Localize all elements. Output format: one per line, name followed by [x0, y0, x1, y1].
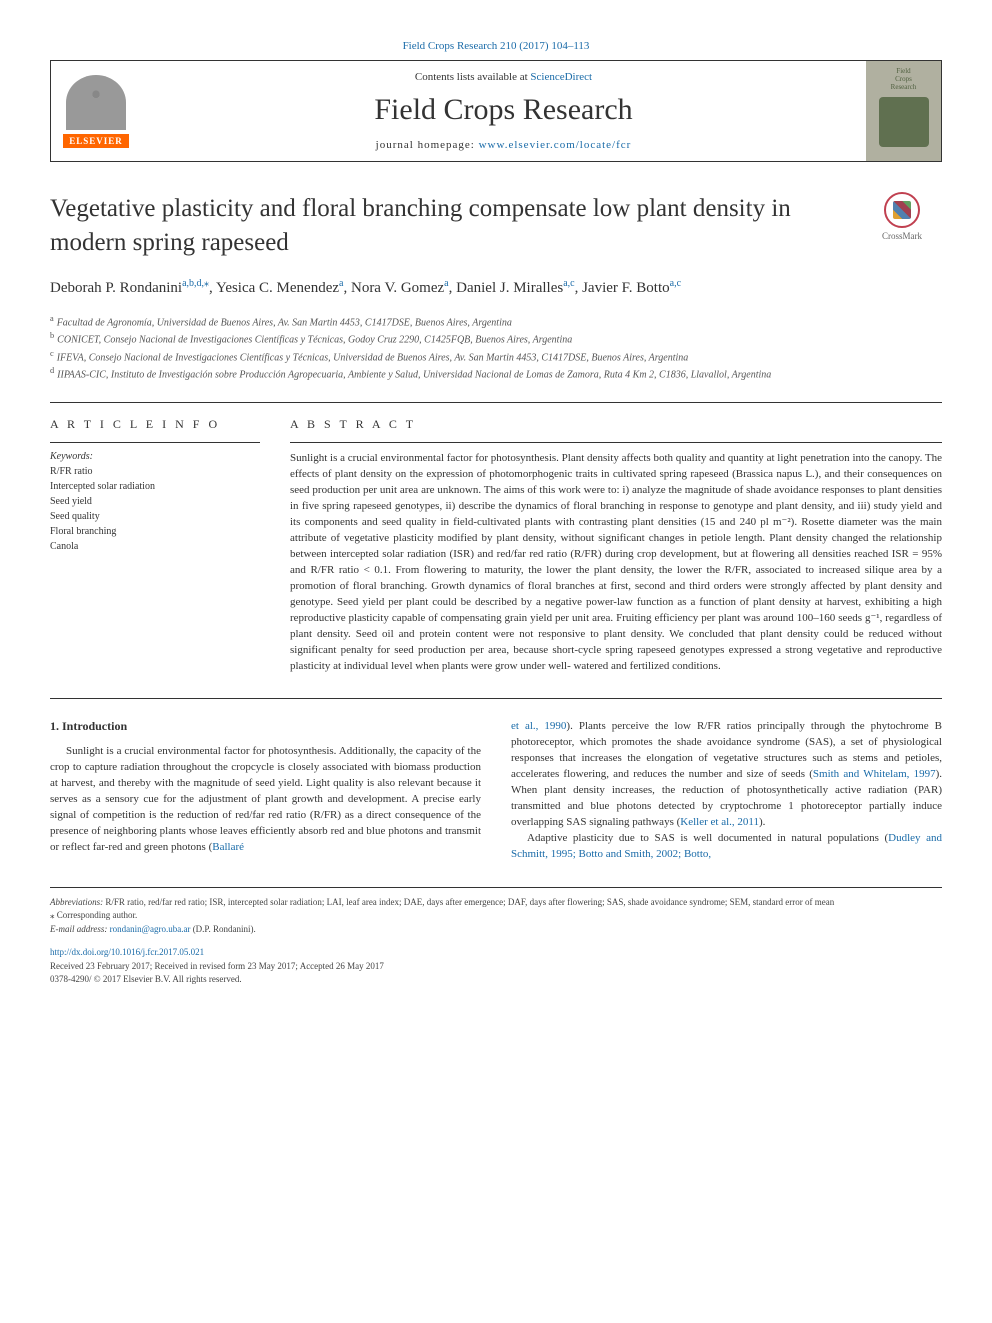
- cite-keller[interactable]: Keller et al., 2011: [680, 816, 759, 828]
- body: 1. Introduction Sunlight is a crucial en…: [50, 719, 942, 862]
- affiliation-c: IFEVA, Consejo Nacional de Investigacion…: [57, 352, 689, 363]
- email-line: E-mail address: rondanin@agro.uba.ar (D.…: [50, 923, 942, 937]
- homepage-label: journal homepage:: [376, 139, 479, 151]
- cover-text: Field Crops Research: [891, 67, 917, 91]
- contents-line: Contents lists available at ScienceDirec…: [415, 71, 592, 83]
- affiliations: aFacultad de Agronomía, Universidad de B…: [50, 313, 942, 382]
- crossmark-icon: [884, 192, 920, 228]
- elsevier-label: ELSEVIER: [63, 134, 129, 148]
- author-3: Nora V. Gomez: [351, 280, 444, 296]
- intro-p2: et al., 1990). Plants perceive the low R…: [511, 719, 942, 831]
- email-link[interactable]: rondanin@agro.uba.ar: [110, 924, 191, 934]
- author-5-aff[interactable]: a,c: [670, 278, 681, 289]
- intro-p3: Adaptive plasticity due to SAS is well d…: [511, 831, 942, 863]
- contents-label: Contents lists available at: [415, 71, 530, 83]
- body-col-right: et al., 1990). Plants perceive the low R…: [511, 719, 942, 862]
- author-4-aff[interactable]: a,c: [563, 278, 574, 289]
- abbreviations: Abbreviations: R/FR ratio, red/far red r…: [50, 896, 942, 910]
- intro-heading: 1. Introduction: [50, 719, 481, 734]
- article-info-heading: A R T I C L E I N F O: [50, 417, 260, 432]
- header-center: Contents lists available at ScienceDirec…: [141, 61, 866, 161]
- author-2: Yesica C. Menendez: [216, 280, 339, 296]
- homepage-line: journal homepage: www.elsevier.com/locat…: [376, 139, 632, 151]
- affiliation-d: IIPAAS-CIC, Instituto de Investigación s…: [57, 369, 771, 380]
- abstract: A B S T R A C T Sunlight is a crucial en…: [290, 417, 942, 674]
- author-5: Javier F. Botto: [582, 280, 670, 296]
- sciencedirect-link[interactable]: ScienceDirect: [530, 71, 592, 83]
- crossmark-label: CrossMark: [882, 231, 922, 241]
- article-info: A R T I C L E I N F O Keywords: R/FR rat…: [50, 417, 260, 674]
- body-col-left: 1. Introduction Sunlight is a crucial en…: [50, 719, 481, 862]
- author-1-aff[interactable]: a,b,d,: [182, 278, 204, 289]
- author-3-aff[interactable]: a: [444, 278, 448, 289]
- article-title: Vegetative plasticity and floral branchi…: [50, 192, 842, 260]
- keyword: Floral branching: [50, 524, 260, 539]
- corresponding: ⁎ Corresponding author.: [50, 909, 942, 923]
- author-1-corr[interactable]: ⁎: [204, 278, 209, 289]
- keyword: R/FR ratio: [50, 464, 260, 479]
- journal-title: Field Crops Research: [374, 93, 632, 127]
- cite-ballare[interactable]: Ballaré: [212, 841, 244, 853]
- author-1: Deborah P. Rondanini: [50, 280, 182, 296]
- keywords-list: R/FR ratio Intercepted solar radiation S…: [50, 464, 260, 554]
- author-4: Daniel J. Miralles: [456, 280, 563, 296]
- journal-cover[interactable]: Field Crops Research: [866, 61, 941, 161]
- journal-header: ELSEVIER Contents lists available at Sci…: [50, 60, 942, 162]
- affiliation-a: Facultad de Agronomía, Universidad de Bu…: [57, 317, 512, 328]
- copyright-line: 0378-4290/ © 2017 Elsevier B.V. All righ…: [50, 973, 942, 987]
- footnotes: Abbreviations: R/FR ratio, red/far red r…: [50, 887, 942, 937]
- crossmark-badge[interactable]: CrossMark: [862, 192, 942, 241]
- homepage-link[interactable]: www.elsevier.com/locate/fcr: [479, 139, 632, 151]
- journal-ref-link[interactable]: Field Crops Research 210 (2017) 104–113: [403, 40, 590, 52]
- elsevier-tree-icon: [66, 75, 126, 130]
- abstract-text: Sunlight is a crucial environmental fact…: [290, 451, 942, 674]
- intro-p1: Sunlight is a crucial environmental fact…: [50, 744, 481, 856]
- keyword: Intercepted solar radiation: [50, 479, 260, 494]
- keywords-label: Keywords:: [50, 451, 260, 462]
- abstract-heading: A B S T R A C T: [290, 417, 942, 432]
- cite-smith-whitelam[interactable]: Smith and Whitelam, 1997: [813, 768, 936, 780]
- keyword: Seed quality: [50, 509, 260, 524]
- doi-link[interactable]: http://dx.doi.org/10.1016/j.fcr.2017.05.…: [50, 947, 204, 957]
- journal-reference: Field Crops Research 210 (2017) 104–113: [50, 40, 942, 52]
- keyword: Canola: [50, 539, 260, 554]
- received-line: Received 23 February 2017; Received in r…: [50, 960, 942, 974]
- affiliation-b: CONICET, Consejo Nacional de Investigaci…: [57, 335, 572, 346]
- cover-image-icon: [879, 97, 929, 147]
- author-2-aff[interactable]: a: [339, 278, 343, 289]
- footer-meta: http://dx.doi.org/10.1016/j.fcr.2017.05.…: [50, 946, 942, 987]
- keyword: Seed yield: [50, 494, 260, 509]
- elsevier-logo[interactable]: ELSEVIER: [51, 61, 141, 161]
- authors: Deborah P. Rondaninia,b,d,⁎, Yesica C. M…: [50, 276, 942, 300]
- cite-ballare-etal[interactable]: et al., 1990: [511, 720, 566, 732]
